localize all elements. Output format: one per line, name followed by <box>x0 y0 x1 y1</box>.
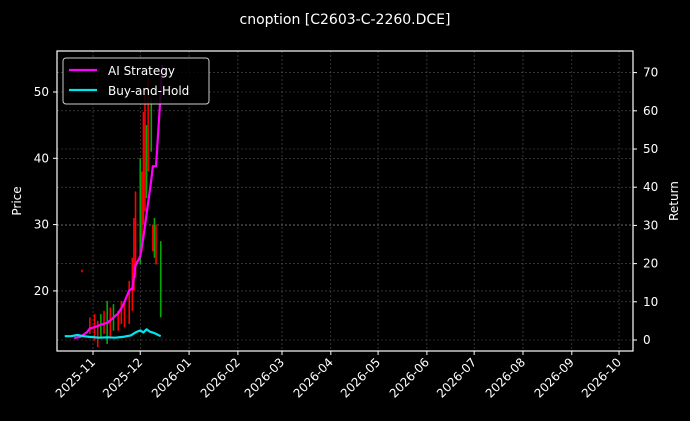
legend: AI Strategy Buy-and-Hold <box>62 57 210 105</box>
series-line <box>73 64 164 340</box>
y-axis-label: Price <box>10 186 24 215</box>
y-right-tick-label: 50 <box>643 142 658 156</box>
y-right-tick-label: 20 <box>643 257 658 271</box>
y-right-tick-label: 70 <box>643 66 658 80</box>
y-right-tick-label: 30 <box>643 218 658 232</box>
y-right-tick-label: 40 <box>643 180 658 194</box>
legend-label-buy-and-hold: Buy-and-Hold <box>108 84 189 98</box>
y-axis-right-label: Return <box>667 181 681 221</box>
y-tick-label: 50 <box>34 85 49 99</box>
y-tick-label: 30 <box>34 218 49 232</box>
y-tick-label: 20 <box>34 284 49 298</box>
y-right-tick-label: 0 <box>643 333 651 347</box>
y-axis-left: 20 30 40 50 <box>34 85 57 298</box>
series-line <box>64 328 162 339</box>
chart-title: cnoption [C2603-C-2260.DCE] <box>240 12 451 28</box>
y-tick-label: 40 <box>34 151 49 165</box>
candlesticks <box>81 78 162 348</box>
legend-label-ai-strategy: AI Strategy <box>108 64 175 78</box>
y-right-tick-label: 10 <box>643 295 658 309</box>
plot-frame <box>56 50 634 352</box>
series-lines <box>64 64 164 340</box>
y-right-tick-label: 60 <box>643 104 658 118</box>
y-axis-right: 0 10 20 30 40 50 60 70 <box>633 66 658 347</box>
